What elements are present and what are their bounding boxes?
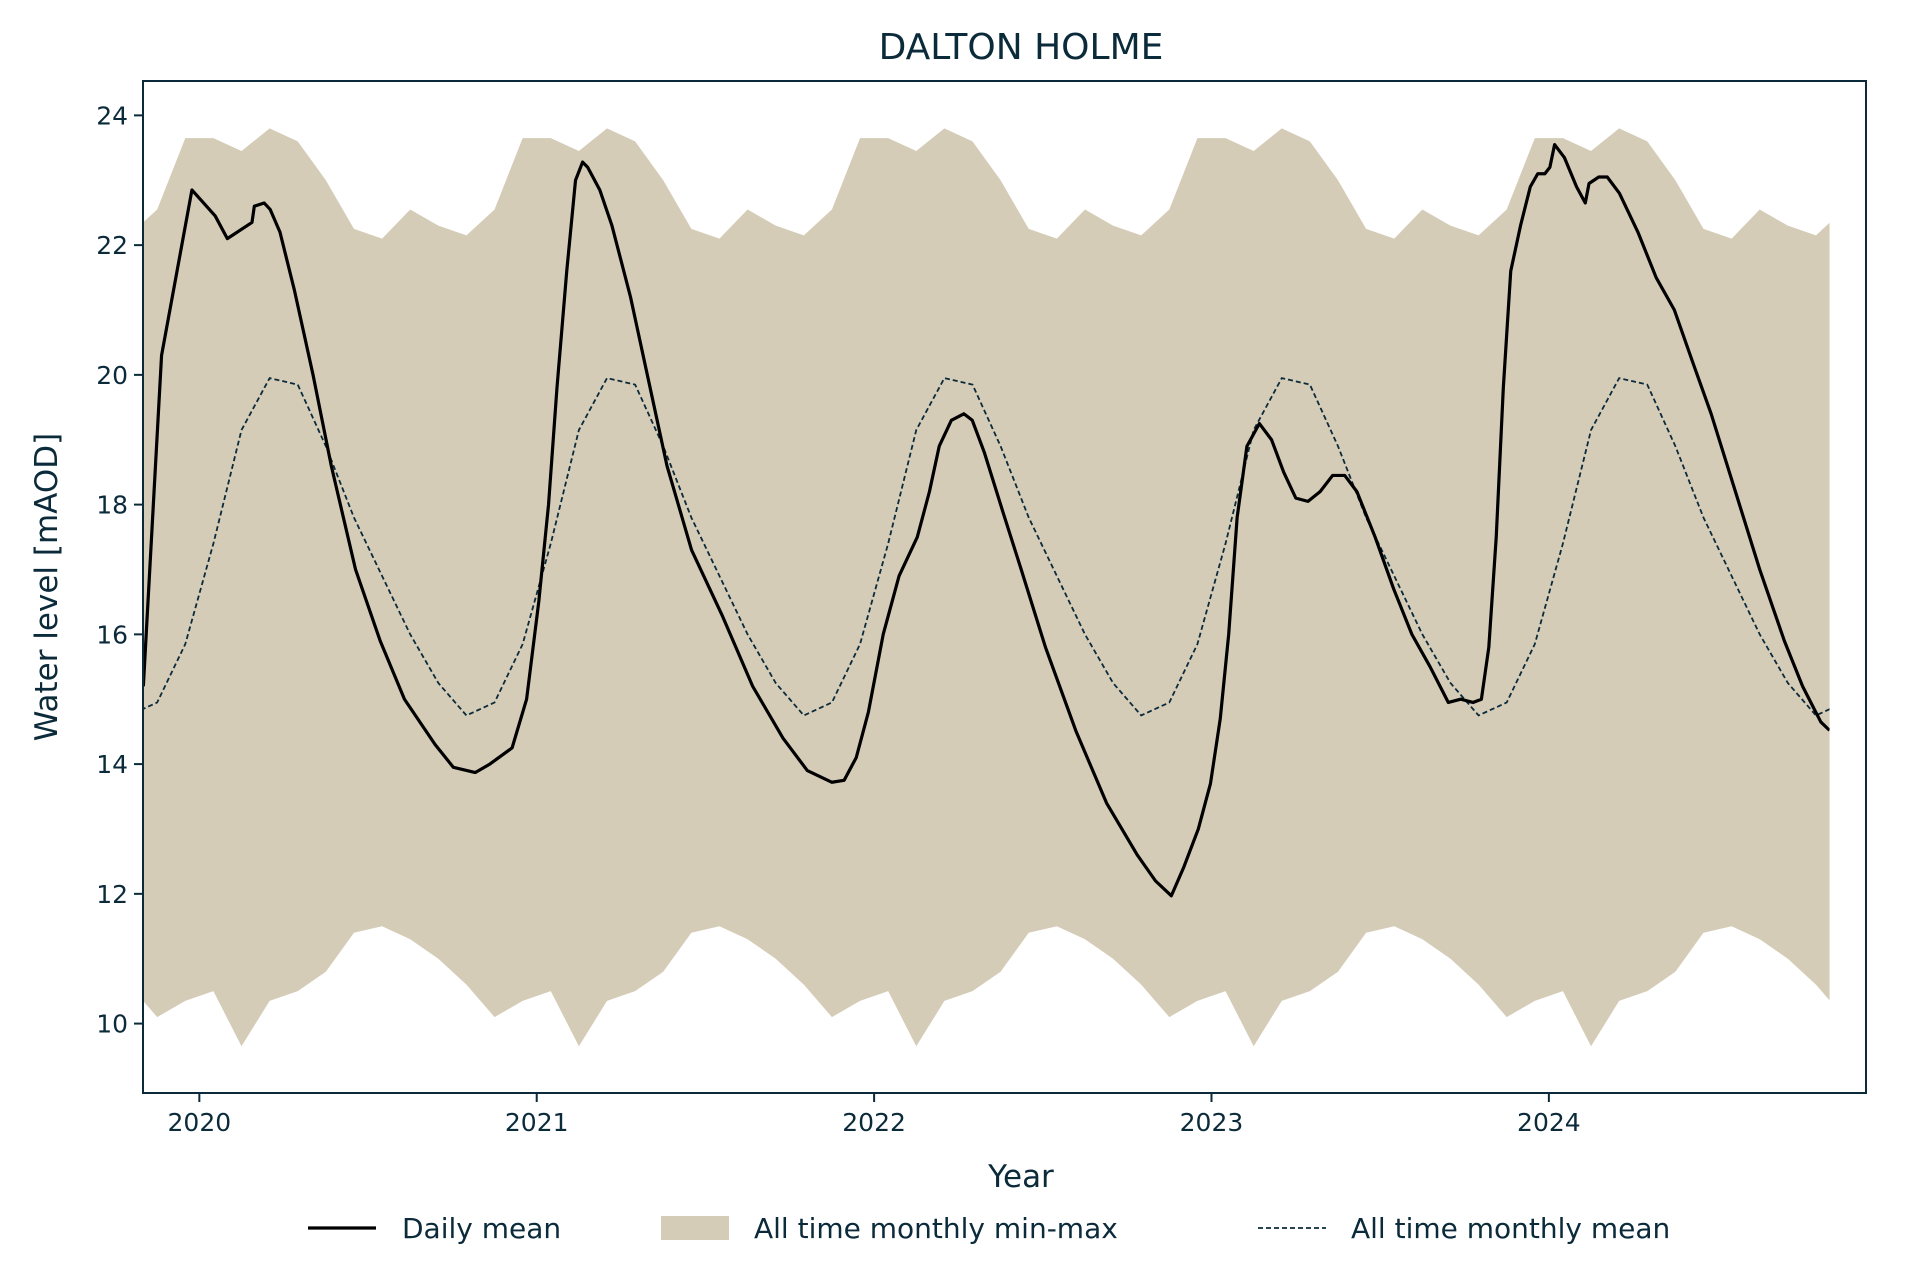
x-axis: 2020 2021 2022 2023 2024 [168, 1093, 1581, 1137]
monthly-mean-line [143, 377, 1830, 717]
y-tick-label: 10 [96, 1010, 128, 1039]
y-tick-label: 20 [96, 361, 128, 390]
x-tick-label: 2024 [1517, 1108, 1581, 1137]
legend-monthly-mean-label: All time monthly mean [1351, 1212, 1670, 1245]
legend-daily-mean-label: Daily mean [402, 1212, 561, 1245]
y-tick-label: 24 [96, 101, 128, 130]
x-tick-label: 2021 [505, 1108, 569, 1137]
monthly-min-max-band [143, 128, 1830, 1047]
y-tick-label: 18 [96, 491, 128, 520]
y-axis: 10 12 14 16 18 20 22 24 [96, 101, 143, 1039]
legend-min-max-swatch [661, 1216, 729, 1240]
y-tick-label: 14 [96, 750, 128, 779]
plot-frame [142, 80, 1867, 1094]
y-tick-label: 12 [96, 880, 128, 909]
y-tick-label: 16 [96, 620, 128, 649]
legend: Daily mean All time monthly min-max All … [308, 1212, 1670, 1245]
y-axis-label: Water level [mAOD] [29, 433, 65, 741]
daily-mean-line [143, 142, 1830, 898]
x-tick-label: 2022 [842, 1108, 906, 1137]
x-tick-label: 2023 [1180, 1108, 1244, 1137]
legend-min-max-label: All time monthly min-max [754, 1212, 1118, 1245]
x-axis-label: Year [987, 1159, 1054, 1195]
x-tick-label: 2020 [168, 1108, 232, 1137]
y-tick-label: 22 [96, 231, 128, 260]
chart-title: DALTON HOLME [879, 27, 1164, 68]
